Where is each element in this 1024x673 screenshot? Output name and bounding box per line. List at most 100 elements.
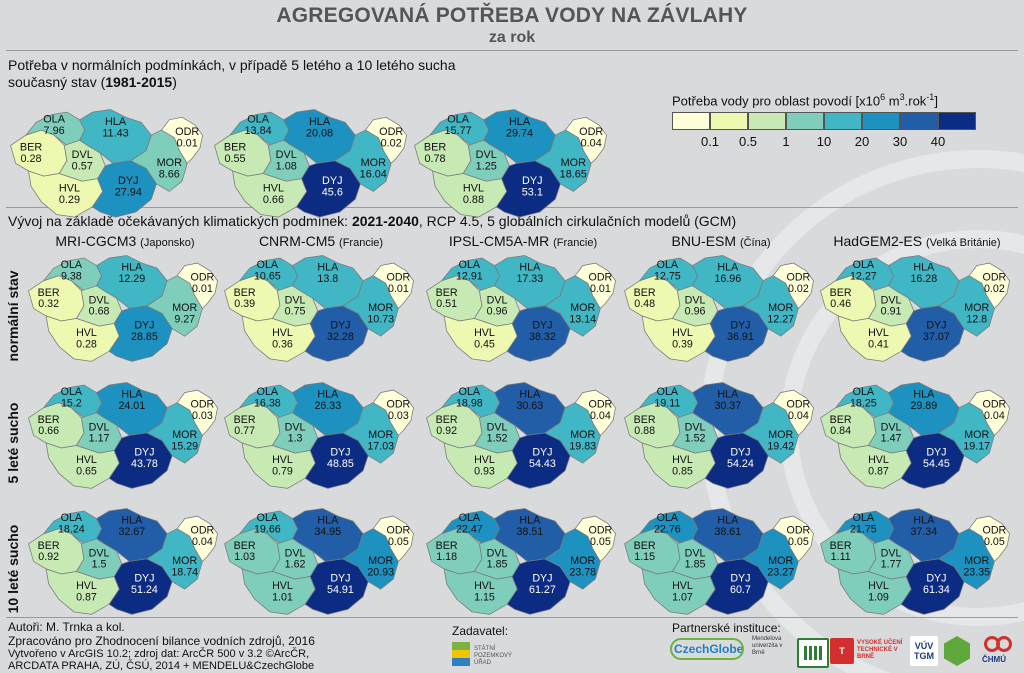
region-value-odr: 0.04 xyxy=(590,410,611,422)
region-value-dvl: 0.91 xyxy=(881,306,902,318)
region-value-hvl: 0.45 xyxy=(474,338,495,350)
region-value-dvl: 1.3 xyxy=(288,433,303,445)
model-country: (Francie) xyxy=(553,237,598,249)
legend-tick-label: 1 xyxy=(782,134,790,149)
region-odr xyxy=(772,515,814,563)
region-value-dyj: 54.43 xyxy=(529,458,556,470)
region-dyj xyxy=(506,305,571,362)
region-value-dyj: 54.24 xyxy=(727,458,754,470)
region-value-dvl: 1.52 xyxy=(685,433,706,445)
region-name-hla: HLA xyxy=(317,389,339,401)
region-value-mor: 23.27 xyxy=(767,566,794,578)
region-name-hvl: HVL xyxy=(474,454,495,466)
legend-swatch xyxy=(710,112,748,130)
region-odr xyxy=(574,515,616,563)
region-name-dvl: DVL xyxy=(89,547,110,559)
region-name-ola: OLA xyxy=(61,386,83,398)
model-label: MRI-CGCM3 xyxy=(55,233,141,249)
region-name-odr: ODR xyxy=(175,126,199,138)
region-value-odr: 0.04 xyxy=(192,536,213,548)
region-value-dyj: 32.28 xyxy=(327,331,354,343)
region-name-hla: HLA xyxy=(509,116,531,128)
region-name-odr: ODR xyxy=(589,399,613,411)
region-value-odr: 0.04 xyxy=(984,410,1005,422)
region-value-odr: 0.01 xyxy=(388,283,409,295)
region-odr xyxy=(176,262,218,310)
region-value-mor: 15.29 xyxy=(171,440,198,452)
region-value-dvl: 1.08 xyxy=(276,161,297,173)
region-name-mor: MOR xyxy=(768,555,793,567)
region-name-mor: MOR xyxy=(157,157,182,169)
region-name-ber: BER xyxy=(830,540,852,552)
current-heading-line1: Potřeba v normálních podmínkách, v přípa… xyxy=(8,57,456,73)
region-value-odr: 0.02 xyxy=(788,283,809,295)
region-value-dyj: 53.1 xyxy=(522,186,543,198)
region-value-dvl: 1.62 xyxy=(285,559,306,571)
region-name-dyj: DYJ xyxy=(522,175,543,187)
region-name-dvl: DVL xyxy=(285,294,306,306)
legend-title: Potřeba vody pro oblast povodí [x106 m3.… xyxy=(672,92,938,109)
region-name-hvl: HVL xyxy=(474,327,495,339)
legend-tick-label: 40 xyxy=(930,134,946,149)
model-name: BNU-ESM (Čína) xyxy=(626,233,816,249)
vut-logo-text: VYSOKÉ UČENÍ TECHNICKÉ V BRNĚ xyxy=(857,640,903,660)
region-name-odr: ODR xyxy=(191,399,215,411)
region-name-ola: OLA xyxy=(853,259,875,271)
region-value-mor: 23.78 xyxy=(569,566,596,578)
region-value-ber: 1.03 xyxy=(234,551,255,563)
region-value-hvl: 0.66 xyxy=(263,194,284,206)
region-name-ola: OLA xyxy=(247,113,269,125)
region-name-ber: BER xyxy=(436,414,458,426)
region-name-ber: BER xyxy=(634,287,656,299)
region-name-hvl: HVL xyxy=(76,454,97,466)
region-name-mor: MOR xyxy=(361,157,386,169)
region-name-odr: ODR xyxy=(983,399,1007,411)
region-name-odr: ODR xyxy=(387,272,411,284)
legend-tick-label: 30 xyxy=(892,134,908,149)
legend-swatch xyxy=(824,112,862,130)
region-name-dvl: DVL xyxy=(881,294,902,306)
region-value-ola: 12.27 xyxy=(850,270,877,282)
region-name-hvl: HVL xyxy=(463,182,484,194)
region-value-hla: 13.8 xyxy=(317,273,338,285)
region-value-ber: 0.84 xyxy=(830,425,851,437)
legend-tick-label: 20 xyxy=(854,134,870,149)
region-value-ber: 0.66 xyxy=(38,425,59,437)
region-name-mor: MOR xyxy=(570,555,595,567)
region-name-hla: HLA xyxy=(717,262,739,274)
region-value-hla: 30.63 xyxy=(516,400,543,412)
legend-swatch xyxy=(786,112,824,130)
legend-tick-label: 10 xyxy=(816,134,832,149)
created-with-2: ARCDATA PRAHA, ZÚ, ČSÚ, 2014 + MENDELU&C… xyxy=(8,660,315,672)
region-name-dyj: DYJ xyxy=(532,320,552,332)
region-name-ber: BER xyxy=(38,414,60,426)
region-name-odr: ODR xyxy=(379,126,403,138)
region-name-dyj: DYJ xyxy=(926,573,946,585)
model-label: HadGEM2-ES xyxy=(833,233,926,249)
region-value-hla: 12.29 xyxy=(118,273,145,285)
region-mor xyxy=(742,528,799,590)
region-value-hvl: 0.28 xyxy=(76,338,97,350)
region-dyj xyxy=(506,558,571,615)
region-name-ber: BER xyxy=(234,540,256,552)
region-dyj xyxy=(704,558,769,615)
region-name-dyj: DYJ xyxy=(532,447,552,459)
region-value-dvl: 1.47 xyxy=(881,433,902,445)
region-value-dyj: 28.85 xyxy=(131,331,158,343)
region-value-ola: 12.91 xyxy=(456,270,483,282)
region-name-ola: OLA xyxy=(459,512,481,524)
region-name-ber: BER xyxy=(234,414,256,426)
region-name-ola: OLA xyxy=(657,259,679,271)
region-name-ola: OLA xyxy=(657,512,679,524)
region-name-dvl: DVL xyxy=(89,421,110,433)
region-value-hla: 24.01 xyxy=(118,400,145,412)
region-value-odr: 0.02 xyxy=(984,283,1005,295)
region-value-hvl: 1.09 xyxy=(868,591,889,603)
region-name-mor: MOR xyxy=(964,429,989,441)
